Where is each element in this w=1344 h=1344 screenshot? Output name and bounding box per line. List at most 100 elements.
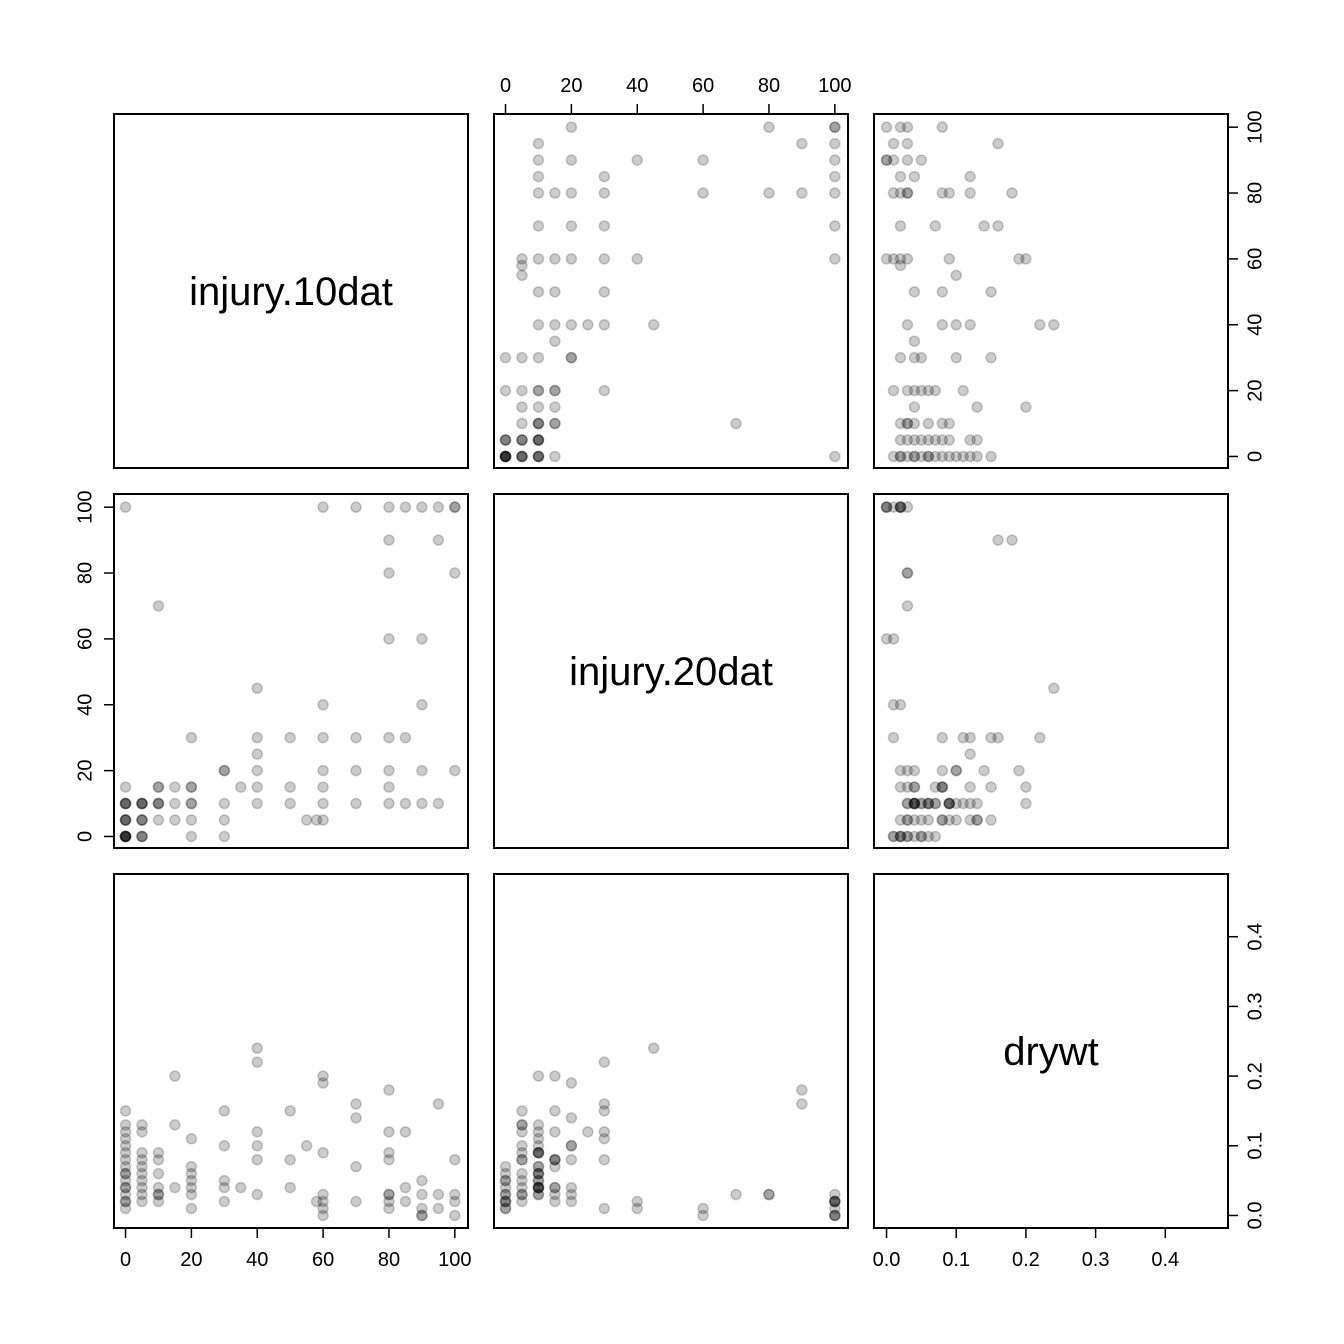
scatter-point <box>631 1195 643 1208</box>
scatter-point <box>310 1195 323 1208</box>
scatter-point <box>901 450 914 463</box>
scatter-point <box>516 1195 528 1208</box>
scatter-point <box>887 830 900 843</box>
scatter-point <box>516 1126 528 1138</box>
scatter-point <box>880 501 893 513</box>
scatter-point <box>119 814 132 826</box>
scatter-point <box>915 814 928 826</box>
scatter-point <box>565 351 578 364</box>
scatter-point <box>152 781 165 793</box>
scatter-point <box>218 1195 231 1208</box>
scatter-point <box>549 1195 561 1208</box>
scatter-point <box>300 814 313 826</box>
scatter-point <box>549 1153 561 1166</box>
scatter-point <box>901 253 914 265</box>
scatter-point <box>901 187 914 199</box>
scatter-point <box>829 450 841 463</box>
scatter-point <box>136 1188 148 1201</box>
scatter-point <box>950 764 962 777</box>
scatter-point <box>908 830 921 843</box>
panel-injury-20dat-vs-drywt <box>873 493 1229 849</box>
scatter-point <box>964 319 976 331</box>
scatter-point <box>565 1181 578 1194</box>
scatter-point <box>499 1174 512 1187</box>
scatter-point <box>992 731 1004 744</box>
scatter-point <box>936 781 949 793</box>
scatter-point <box>894 259 907 272</box>
scatter-point <box>829 121 841 133</box>
tick-label: 100 <box>438 1249 471 1271</box>
scatter-point <box>317 781 329 793</box>
scatter-point <box>499 450 512 463</box>
tick-label: 100 <box>818 75 851 97</box>
scatter-point <box>915 797 928 810</box>
scatter-point <box>185 797 198 810</box>
scatter-point <box>901 830 914 843</box>
scatter-point <box>922 450 935 463</box>
scatter-point <box>251 731 263 744</box>
scatter-point <box>936 417 949 430</box>
scatter-point <box>894 253 907 265</box>
scatter-point <box>971 814 983 826</box>
scatter-point <box>894 699 907 711</box>
scatter-point <box>915 351 928 364</box>
scatter-point <box>901 417 914 430</box>
tick-label: 0.2 <box>1244 1062 1266 1090</box>
scatter-point <box>185 731 198 744</box>
scatter-point <box>516 1119 528 1131</box>
scatter-point <box>516 1140 528 1152</box>
scatter-point <box>185 797 198 810</box>
scatter-point <box>532 154 545 166</box>
scatter-point <box>565 1195 578 1208</box>
scatter-point <box>136 797 148 810</box>
tick-label: 80 <box>758 75 780 97</box>
scatter-point <box>532 1160 545 1173</box>
scatter-point <box>532 450 545 463</box>
scatter-point <box>647 1042 660 1054</box>
scatter-point <box>901 814 914 826</box>
scatter-point <box>887 830 900 843</box>
scatter-point <box>119 830 132 843</box>
scatter-point <box>119 830 132 843</box>
scatter-point <box>908 814 921 826</box>
scatter-point <box>516 450 528 463</box>
scatter-point <box>631 1202 643 1215</box>
scatter-point <box>499 1202 512 1215</box>
scatter-point <box>416 1202 428 1215</box>
scatter-point <box>894 830 907 843</box>
scatter-point <box>317 699 329 711</box>
scatter-point <box>169 797 181 810</box>
panel-frame <box>493 493 849 849</box>
scatter-point <box>964 450 976 463</box>
scatter-point <box>880 633 893 645</box>
scatter-point <box>516 450 528 463</box>
scatter-point <box>901 154 914 166</box>
scatter-point <box>119 830 132 843</box>
scatter-point <box>887 501 900 513</box>
scatter-point <box>922 797 935 810</box>
scatter-point <box>908 781 921 793</box>
panel-frame <box>113 873 469 1229</box>
scatter-point <box>929 434 942 446</box>
panel-injury-20dat-vs-injury-20dat: injury.20dat <box>493 493 849 849</box>
scatter-point <box>383 633 395 645</box>
scatter-point <box>516 434 528 446</box>
scatter-point <box>516 434 528 446</box>
scatter-point <box>565 351 578 364</box>
scatter-point <box>565 154 578 166</box>
scatter-point <box>929 781 942 793</box>
scatter-point <box>399 501 412 513</box>
scatter-point <box>598 220 611 232</box>
scatter-point <box>350 501 362 513</box>
scatter-point <box>516 269 528 282</box>
scatter-point <box>971 814 983 826</box>
scatter-point <box>565 319 578 331</box>
scatter-point <box>185 1133 198 1145</box>
scatter-point <box>218 830 231 843</box>
scatter-point <box>915 384 928 397</box>
tick-label: 100 <box>74 490 96 523</box>
scatter-point <box>432 797 445 810</box>
scatter-point <box>598 319 611 331</box>
scatter-point <box>317 1209 329 1222</box>
